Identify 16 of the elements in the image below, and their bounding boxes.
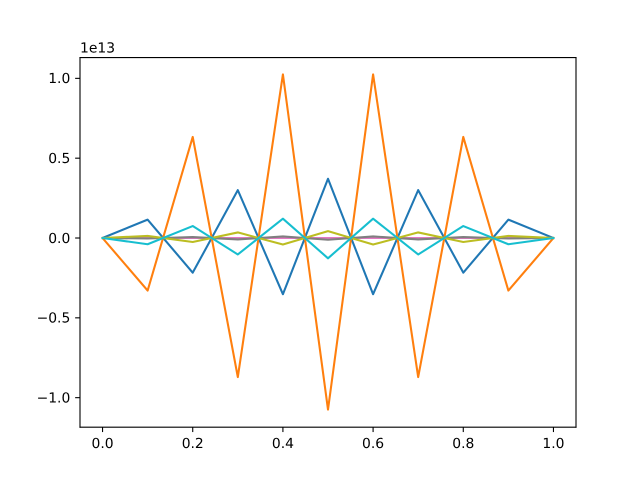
- x-tick-label: 0.8: [452, 436, 474, 452]
- y-tick-label: −1.0: [36, 390, 70, 407]
- x-tick-label: 1.0: [542, 436, 564, 452]
- y-tick-label: 0.0: [48, 230, 70, 247]
- x-tick-label: 0.0: [92, 436, 114, 452]
- x-tick-label: 0.2: [182, 436, 204, 452]
- x-tick-label: 0.6: [362, 436, 384, 452]
- line-series: [102, 230, 554, 246]
- x-tick-label: 0.4: [272, 436, 294, 452]
- line-series: [102, 218, 554, 260]
- line-series: [102, 178, 554, 296]
- y-tick-label: 1.0: [48, 71, 70, 88]
- y-tick-label: −0.5: [36, 310, 70, 327]
- y-tick-label: 0.5: [48, 151, 70, 168]
- text: 1e13: [80, 40, 116, 57]
- line-series: [102, 73, 554, 411]
